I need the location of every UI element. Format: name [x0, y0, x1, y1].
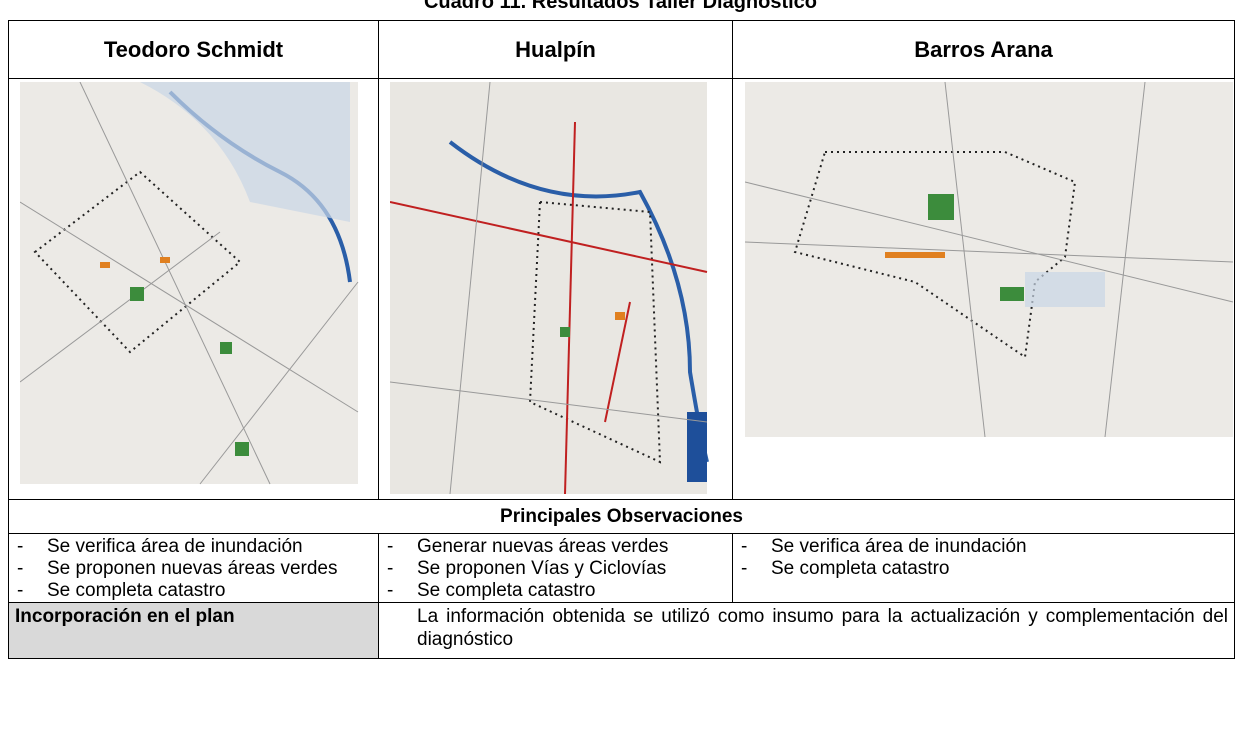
obs-item: Se verifica área de inundación [15, 536, 372, 558]
obs-list: Se verifica área de inundaciónSe propone… [9, 534, 378, 602]
results-table: Teodoro Schmidt Hualpín Barros Arana Pri… [8, 20, 1235, 659]
obs-item: Se verifica área de inundación [739, 536, 1228, 558]
obs-row: Se verifica área de inundaciónSe propone… [8, 533, 1235, 603]
map-cell [732, 78, 1235, 500]
plan-row: Incorporación en el plan La información … [8, 602, 1235, 659]
obs-title: Principales Observaciones [8, 499, 1235, 534]
map-cell [8, 78, 379, 500]
obs-item: Se completa catastro [15, 580, 372, 602]
map-row [8, 78, 1235, 500]
obs-item: Se proponen nuevas áreas verdes [15, 558, 372, 580]
obs-title-row: Principales Observaciones [8, 499, 1235, 534]
map-photo [745, 82, 1234, 438]
map-cell [378, 78, 733, 500]
plan-label: Incorporación en el plan [8, 602, 379, 659]
obs-cell: Se verifica área de inundaciónSe propone… [8, 533, 379, 603]
obs-item: Se completa catastro [385, 580, 726, 602]
header-cell: Teodoro Schmidt [8, 20, 379, 79]
obs-item: Generar nuevas áreas verdes [385, 536, 726, 558]
doc-title: Cuadro 11. Resultados Taller Diagnóstico [423, 0, 818, 13]
map-photo [20, 82, 359, 485]
header-cell: Barros Arana [732, 20, 1235, 79]
obs-cell: Se verifica área de inundaciónSe complet… [732, 533, 1235, 603]
obs-item: Se proponen Vías y Ciclovías [385, 558, 726, 580]
obs-list: Generar nuevas áreas verdesSe proponen V… [379, 534, 732, 602]
obs-list: Se verifica área de inundaciónSe complet… [733, 534, 1234, 580]
obs-cell: Generar nuevas áreas verdesSe proponen V… [378, 533, 733, 603]
plan-text: La información obtenida se utilizó como … [378, 602, 1235, 659]
header-cell: Hualpín [378, 20, 733, 79]
obs-item: Se completa catastro [739, 558, 1228, 580]
map-photo [390, 82, 709, 495]
header-row: Teodoro Schmidt Hualpín Barros Arana [8, 20, 1235, 79]
